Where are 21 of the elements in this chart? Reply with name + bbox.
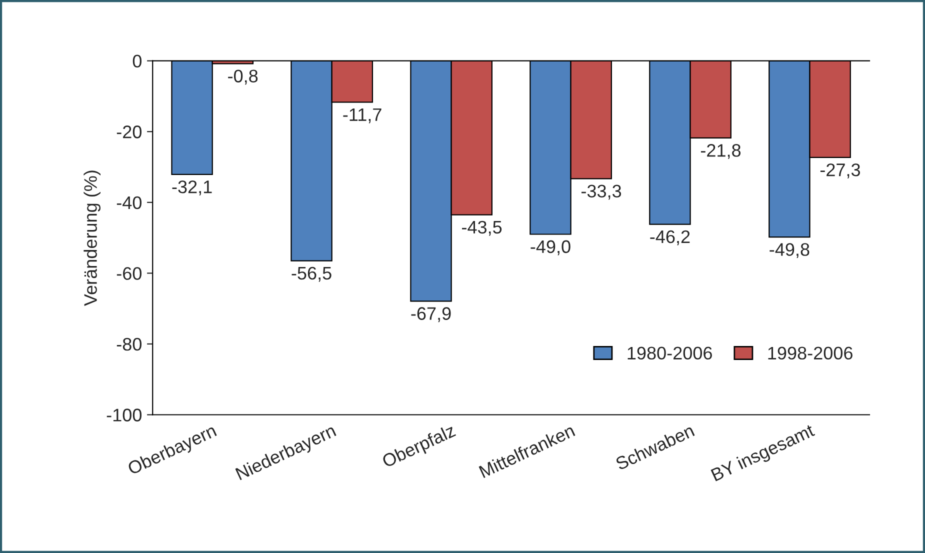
- y-tick-label: -40: [116, 196, 142, 210]
- y-tick-label: -100: [106, 408, 142, 422]
- y-tick-label: -20: [116, 126, 142, 138]
- data-label: -21,8: [700, 144, 741, 159]
- y-tick-label: 0: [132, 54, 142, 68]
- data-label: -0,8: [228, 70, 258, 85]
- data-label: -11,7: [343, 108, 382, 124]
- legend-label: 1980-2006: [628, 346, 712, 360]
- data-label: -27,3: [820, 163, 860, 178]
- data-label: -49,8: [770, 243, 810, 258]
- data-label: -43,5: [462, 220, 502, 236]
- data-label: -49,0: [530, 240, 570, 256]
- data-label: -46,2: [650, 230, 690, 246]
- data-label: -67,9: [411, 307, 451, 322]
- data-label: -32,1: [172, 180, 212, 196]
- data-label: -56,5: [292, 266, 332, 282]
- y-axis-title: Veränderung (%): [84, 170, 101, 306]
- legend-label: 1998-2006: [768, 346, 852, 360]
- y-tick-label: -80: [116, 338, 142, 351]
- data-label: -33,3: [581, 184, 622, 200]
- y-tick-label: -60: [116, 267, 142, 280]
